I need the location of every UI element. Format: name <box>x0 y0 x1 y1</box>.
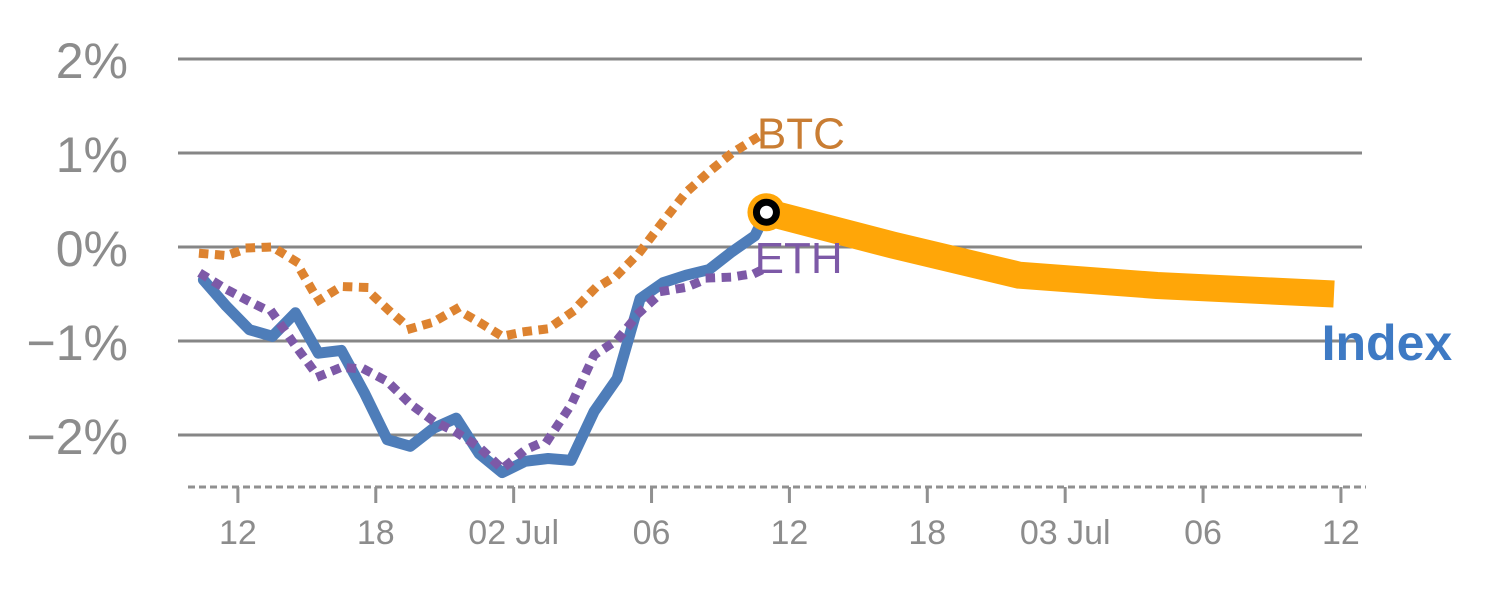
y-tick-label: 2% <box>56 33 128 89</box>
series-label-btc: BTC <box>757 110 845 159</box>
y-tick-label: −1% <box>27 315 128 371</box>
x-tick-label: 18 <box>357 514 395 552</box>
current-point-marker <box>752 198 780 226</box>
x-tick-label: 06 <box>633 514 671 552</box>
x-tick-label: 02 Jul <box>468 514 559 552</box>
series-eth-line <box>197 261 773 474</box>
y-tick-label: 1% <box>56 127 128 183</box>
x-tick-label: 03 Jul <box>1020 514 1111 552</box>
series-btc-line <box>198 132 762 341</box>
x-tick-label: 12 <box>771 514 809 552</box>
series-index_projection-line <box>762 199 1335 308</box>
x-tick-label: 12 <box>1322 514 1360 552</box>
y-tick-label: −2% <box>27 409 128 465</box>
x-tick-label: 06 <box>1184 514 1222 552</box>
x-tick-label: 18 <box>908 514 946 552</box>
y-tick-label: 0% <box>56 221 128 277</box>
x-tick-label: 12 <box>219 514 257 552</box>
series-label-index: Index <box>1322 315 1453 371</box>
series-label-eth: ETH <box>755 234 843 283</box>
